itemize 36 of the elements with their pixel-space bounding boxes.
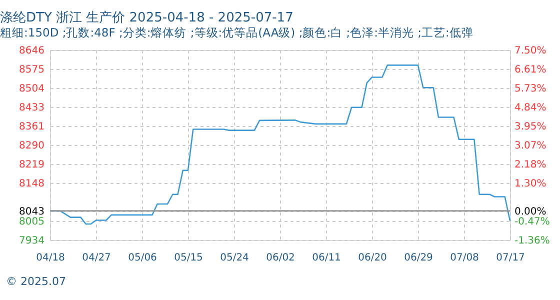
y2-tick-label: 3.07% [514, 140, 546, 152]
y-tick-label: 8504 [19, 83, 44, 94]
y2-tick-label: 3.95% [514, 122, 546, 133]
y2-tick-label: 5.73% [514, 83, 546, 94]
y-tick-label: 8361 [19, 122, 44, 133]
x-tick-label: 06/11 [312, 252, 341, 264]
chart-title: 涤纶DTY 浙江 生产价 2025-04-18 - 2025-07-17 [0, 10, 294, 26]
x-tick-label: 05/06 [128, 252, 157, 264]
y-tick-label: 7934 [19, 236, 44, 246]
y-tick-label: 8219 [19, 159, 44, 170]
x-tick-label: 04/27 [82, 252, 111, 264]
y2-tick-label: -1.36% [514, 236, 550, 246]
x-tick-label: 06/20 [358, 252, 387, 264]
y-tick-label: 8575 [19, 64, 44, 76]
chart-subtitle: 粗细:150D ;孔数:48F ;分类:熔体纺 ;等级:优等品(AA级) ;颜色:白 ;色泽:半消光 ;工艺:低弹 [0, 26, 474, 40]
y-tick-label: 8646 [19, 46, 44, 56]
x-tick-label: 07/17 [496, 252, 525, 264]
x-tick-label: 05/24 [220, 252, 249, 264]
y2-tick-label: 2.18% [514, 160, 546, 171]
x-tick-label: 05/15 [174, 252, 203, 264]
y2-tick-label: -0.47% [514, 216, 550, 228]
text: © 2025.07 [6, 275, 66, 288]
y2-tick-label: 7.50% [514, 46, 546, 56]
y-tick-label: 8290 [19, 140, 44, 152]
y2-tick-label: 6.61% [514, 64, 546, 76]
y-tick-label: 8005 [19, 216, 44, 228]
y-tick-label: 8148 [19, 178, 44, 190]
y2-tick-label: 4.84% [514, 102, 546, 114]
y-tick-label: 8043 [19, 206, 44, 218]
y2-tick-label: 1.30% [514, 178, 546, 190]
x-tick-label: 06/29 [404, 252, 433, 264]
y-tick-label: 8433 [19, 102, 44, 114]
x-tick-label: 04/18 [36, 252, 65, 264]
y2-tick-label: 0.00% [514, 206, 546, 218]
x-tick-label: 07/08 [450, 252, 479, 264]
x-tick-label: 06/02 [266, 252, 295, 264]
